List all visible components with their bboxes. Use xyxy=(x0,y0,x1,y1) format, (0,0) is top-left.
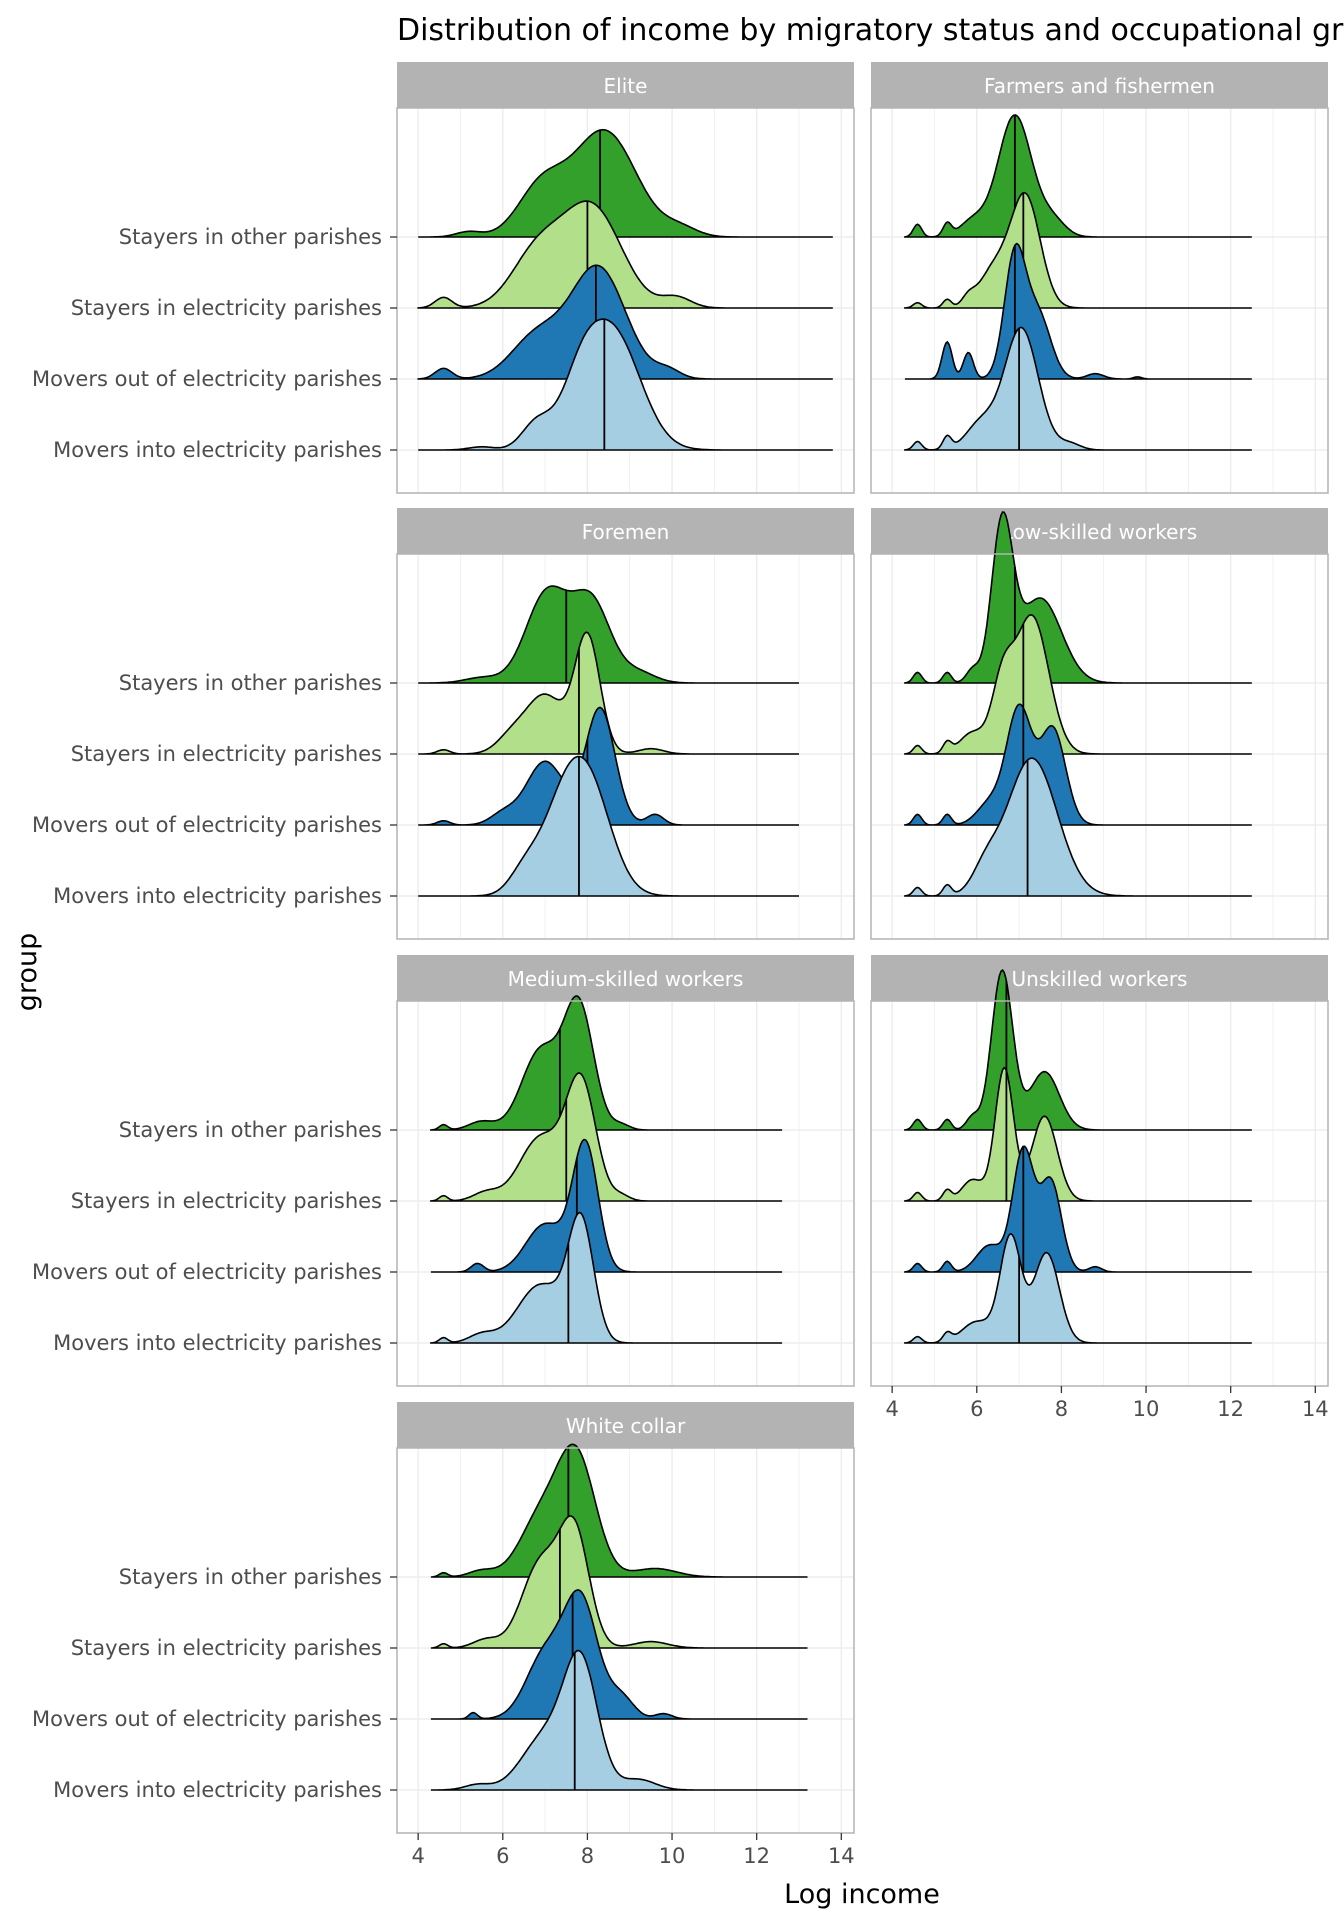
y-tick-label: Movers out of electricity parishes xyxy=(32,367,382,391)
panel-elite: Elite Stayers in other parishes Stayers in… xyxy=(32,62,855,494)
panel-title: Unskilled workers xyxy=(1012,967,1188,991)
ridge-stayers-in-electricity-parishes xyxy=(430,1515,808,1649)
y-tick-label: Stayers in electricity parishes xyxy=(71,296,382,320)
ridge-stayers-in-electricity-parishes xyxy=(904,1066,1252,1202)
ridge-movers-out-of-electricity-parishes xyxy=(904,242,1252,380)
x-tick-label: 6 xyxy=(496,1844,509,1868)
ridge-movers-out-of-electricity-parishes xyxy=(417,264,833,380)
y-tick-label: Stayers in other parishes xyxy=(119,671,382,695)
panel-border xyxy=(396,553,855,940)
ridge-stayers-in-other-parishes xyxy=(418,585,799,684)
x-tick-label: 6 xyxy=(970,1397,983,1421)
panel-strip xyxy=(871,955,1328,1001)
panel-low-skilled-workers: Low-skilled workers xyxy=(870,508,1329,940)
ridge-stayers-in-other-parishes xyxy=(904,114,1252,238)
y-tick-label: Movers out of electricity parishes xyxy=(32,1707,382,1731)
y-tick-label: Stayers in other parishes xyxy=(119,1565,382,1589)
panels: Elite Stayers in other parishes Stayers in… xyxy=(32,62,1329,1868)
y-tick-label: Movers into electricity parishes xyxy=(53,1331,382,1355)
panel-border xyxy=(396,1447,855,1834)
x-tick-label: 4 xyxy=(411,1844,424,1868)
ridge-movers-into-electricity-parishes xyxy=(418,755,799,897)
ridge-movers-out-of-electricity-parishes xyxy=(904,1145,1252,1273)
panel-border xyxy=(396,107,855,494)
ridge-stayers-in-electricity-parishes xyxy=(417,200,833,309)
ridge-stayers-in-other-parishes xyxy=(430,1443,808,1578)
x-tick-label: 14 xyxy=(1302,1397,1329,1421)
y-tick-label: Movers into electricity parishes xyxy=(53,1778,382,1802)
ridge-movers-out-of-electricity-parishes xyxy=(418,706,799,826)
x-tick-label: 10 xyxy=(1133,1397,1160,1421)
panel-border xyxy=(870,1000,1329,1387)
ridge-movers-into-electricity-parishes xyxy=(904,1232,1252,1344)
x-tick-label: 10 xyxy=(659,1844,686,1868)
panel-grid xyxy=(871,1001,1328,1386)
y-tick-label: Stayers in other parishes xyxy=(119,1118,382,1142)
ridge-movers-out-of-electricity-parishes xyxy=(430,1589,808,1720)
ridge-stayers-in-other-parishes xyxy=(904,968,1252,1131)
ridge-stayers-in-electricity-parishes xyxy=(904,191,1252,309)
y-tick-label: Movers out of electricity parishes xyxy=(32,1260,382,1284)
x-tick-label: 4 xyxy=(885,1397,898,1421)
panel-border xyxy=(870,553,1329,940)
x-tick-label: 8 xyxy=(581,1844,594,1868)
y-tick-label: Movers into electricity parishes xyxy=(53,438,382,462)
ridge-movers-into-electricity-parishes xyxy=(904,757,1252,897)
panel-border xyxy=(396,1000,855,1387)
panel-strip xyxy=(397,62,854,108)
y-tick-label: Stayers in other parishes xyxy=(119,225,382,249)
y-tick-label: Movers out of electricity parishes xyxy=(32,813,382,837)
panel-title: Farmers and fishermen xyxy=(984,74,1215,98)
panel-grid xyxy=(871,554,1328,939)
panel-strip xyxy=(871,62,1328,108)
panel-strip xyxy=(871,508,1328,554)
x-tick-label: 8 xyxy=(1055,1397,1068,1421)
x-tick-label: 12 xyxy=(1217,1397,1244,1421)
panel-grid xyxy=(397,1001,854,1386)
ridge-stayers-in-other-parishes xyxy=(418,128,833,238)
ridge-movers-into-electricity-parishes xyxy=(430,1211,783,1344)
ridge-stayers-in-other-parishes xyxy=(904,511,1252,684)
panel-strip xyxy=(397,508,854,554)
panel-title: Low-skilled workers xyxy=(1002,520,1197,544)
ridge-stayers-in-electricity-parishes xyxy=(430,1072,783,1202)
panel-strip xyxy=(397,1402,854,1448)
panel-strip xyxy=(397,955,854,1001)
panel-title: Elite xyxy=(604,74,648,98)
y-tick-label: Stayers in electricity parishes xyxy=(71,1189,382,1213)
panel-title: White collar xyxy=(566,1414,686,1438)
ridge-movers-out-of-electricity-parishes xyxy=(904,703,1252,826)
panel-grid xyxy=(397,1448,854,1833)
panel-white-collar: White collar Stayers in other parishes Sta… xyxy=(32,1402,855,1868)
ridge-stayers-in-other-parishes xyxy=(430,995,783,1131)
chart-title: Distribution of income by migratory stat… xyxy=(397,13,1344,48)
ridge-movers-into-electricity-parishes xyxy=(904,326,1252,451)
panel-grid xyxy=(871,108,1328,493)
panel-farmers-and-fishermen: Farmers and fishermen xyxy=(870,62,1329,494)
y-axis-label: group xyxy=(12,933,43,1011)
panel-foremen: Foremen Stayers in other parishes Stayers … xyxy=(32,508,855,940)
panel-medium-skilled-workers: Medium-skilled workers Stayers in other p… xyxy=(32,955,855,1387)
x-tick-label: 12 xyxy=(743,1844,770,1868)
panel-unskilled-workers: Unskilled workers 4 6 8 10 12 14 xyxy=(870,955,1329,1421)
y-tick-label: Stayers in electricity parishes xyxy=(71,1636,382,1660)
ridge-movers-into-electricity-parishes xyxy=(430,1649,808,1791)
x-axis-label: Log income xyxy=(784,1879,940,1910)
ridge-movers-into-electricity-parishes xyxy=(418,318,833,451)
panel-border xyxy=(870,107,1329,494)
y-tick-label: Stayers in electricity parishes xyxy=(71,742,382,766)
panel-title: Medium-skilled workers xyxy=(508,967,744,991)
x-tick-label: 14 xyxy=(828,1844,855,1868)
panel-title: Foremen xyxy=(582,520,670,544)
ridge-stayers-in-electricity-parishes xyxy=(904,613,1252,755)
ridge-movers-out-of-electricity-parishes xyxy=(430,1138,783,1273)
y-tick-label: Movers into electricity parishes xyxy=(53,884,382,908)
